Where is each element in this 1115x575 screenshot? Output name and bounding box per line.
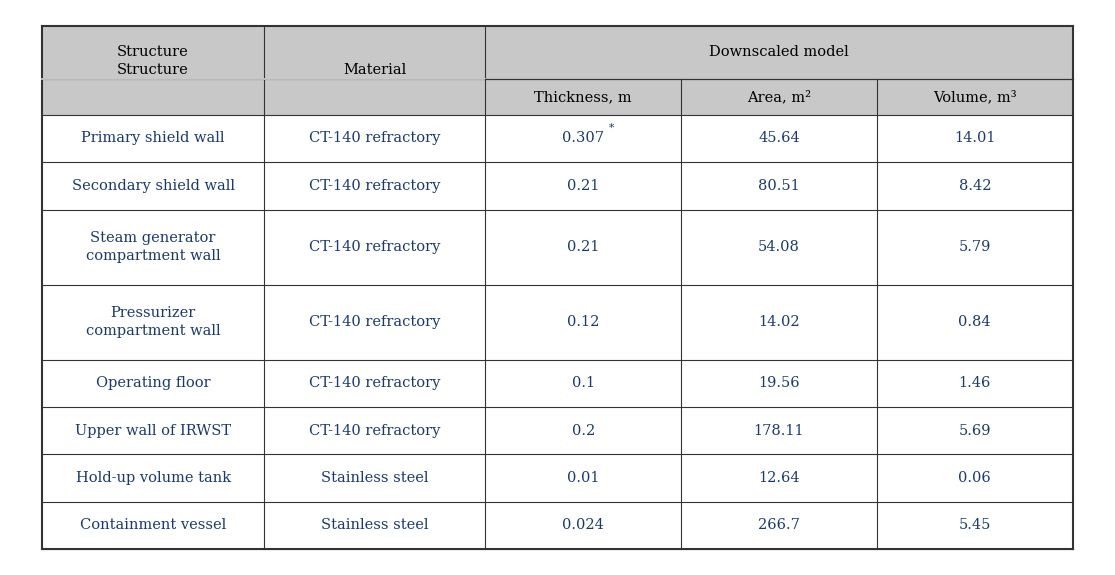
- Bar: [42, 502, 264, 549]
- Text: 0.21: 0.21: [568, 240, 600, 254]
- Bar: [264, 285, 485, 360]
- Bar: [42, 407, 264, 454]
- Bar: [485, 209, 681, 285]
- Bar: [485, 502, 681, 549]
- Text: Steam generator
compartment wall: Steam generator compartment wall: [86, 231, 221, 263]
- Bar: [485, 79, 681, 115]
- Text: 0.2: 0.2: [572, 424, 595, 438]
- Text: Downscaled model: Downscaled model: [709, 45, 849, 59]
- Bar: [264, 115, 485, 162]
- Bar: [42, 285, 264, 360]
- Text: CT-140 refractory: CT-140 refractory: [309, 377, 440, 390]
- Bar: [42, 360, 264, 407]
- Bar: [485, 285, 681, 360]
- Text: 266.7: 266.7: [758, 519, 799, 532]
- Bar: [681, 79, 876, 115]
- Text: *: *: [609, 123, 614, 133]
- Text: Structure: Structure: [117, 63, 190, 78]
- Bar: [681, 502, 876, 549]
- Text: 0.06: 0.06: [959, 471, 991, 485]
- Bar: [681, 360, 876, 407]
- Text: Hold-up volume tank: Hold-up volume tank: [76, 471, 231, 485]
- Bar: [681, 285, 876, 360]
- Text: Structure: Structure: [117, 45, 190, 59]
- Bar: [264, 407, 485, 454]
- Text: 80.51: 80.51: [758, 179, 799, 193]
- Text: Containment vessel: Containment vessel: [80, 519, 226, 532]
- Text: 0.12: 0.12: [568, 315, 600, 329]
- Bar: [681, 454, 876, 502]
- Text: Upper wall of IRWST: Upper wall of IRWST: [75, 424, 231, 438]
- Bar: [876, 407, 1073, 454]
- Text: 1.46: 1.46: [959, 377, 991, 390]
- Bar: [264, 454, 485, 502]
- Bar: [876, 162, 1073, 209]
- Text: 5.79: 5.79: [959, 240, 991, 254]
- Bar: [681, 209, 876, 285]
- Bar: [264, 209, 485, 285]
- Text: Primary shield wall: Primary shield wall: [81, 132, 225, 145]
- Bar: [485, 407, 681, 454]
- Text: CT-140 refractory: CT-140 refractory: [309, 240, 440, 254]
- Bar: [42, 454, 264, 502]
- Bar: [42, 209, 264, 285]
- Bar: [681, 115, 876, 162]
- Text: Operating floor: Operating floor: [96, 377, 211, 390]
- Bar: [42, 115, 264, 162]
- Text: CT-140 refractory: CT-140 refractory: [309, 132, 440, 145]
- Text: 45.64: 45.64: [758, 132, 799, 145]
- Bar: [876, 209, 1073, 285]
- Bar: [485, 360, 681, 407]
- Text: Thickness, m: Thickness, m: [534, 90, 632, 104]
- Bar: [485, 162, 681, 209]
- Bar: [681, 407, 876, 454]
- Text: Volume, m³: Volume, m³: [933, 90, 1017, 104]
- Text: 8.42: 8.42: [959, 179, 991, 193]
- Text: 19.56: 19.56: [758, 377, 799, 390]
- Bar: [681, 162, 876, 209]
- Text: Stainless steel: Stainless steel: [321, 519, 428, 532]
- Text: Stainless steel: Stainless steel: [321, 471, 428, 485]
- Text: 12.64: 12.64: [758, 471, 799, 485]
- Text: 0.307: 0.307: [562, 132, 604, 145]
- Text: 0.1: 0.1: [572, 377, 594, 390]
- Bar: [264, 26, 485, 115]
- Bar: [876, 79, 1073, 115]
- Bar: [876, 285, 1073, 360]
- Text: 0.84: 0.84: [959, 315, 991, 329]
- Bar: [264, 360, 485, 407]
- Text: Pressurizer
compartment wall: Pressurizer compartment wall: [86, 306, 221, 338]
- Bar: [42, 162, 264, 209]
- Bar: [485, 26, 1073, 79]
- Text: CT-140 refractory: CT-140 refractory: [309, 424, 440, 438]
- Text: Area, m²: Area, m²: [747, 90, 811, 104]
- Text: 0.21: 0.21: [568, 179, 600, 193]
- Text: Secondary shield wall: Secondary shield wall: [71, 179, 234, 193]
- Text: CT-140 refractory: CT-140 refractory: [309, 179, 440, 193]
- Text: 0.01: 0.01: [568, 471, 600, 485]
- Bar: [42, 26, 264, 115]
- Text: CT-140 refractory: CT-140 refractory: [309, 315, 440, 329]
- Bar: [876, 502, 1073, 549]
- Text: Material: Material: [343, 63, 406, 78]
- Bar: [264, 162, 485, 209]
- Bar: [876, 115, 1073, 162]
- Text: 14.01: 14.01: [954, 132, 996, 145]
- Bar: [264, 502, 485, 549]
- Text: 178.11: 178.11: [754, 424, 804, 438]
- Bar: [485, 115, 681, 162]
- Text: 0.024: 0.024: [562, 519, 604, 532]
- Text: 54.08: 54.08: [758, 240, 799, 254]
- Bar: [485, 454, 681, 502]
- Text: 14.02: 14.02: [758, 315, 799, 329]
- Text: 5.69: 5.69: [959, 424, 991, 438]
- Bar: [876, 454, 1073, 502]
- Bar: [876, 360, 1073, 407]
- Text: 5.45: 5.45: [959, 519, 991, 532]
